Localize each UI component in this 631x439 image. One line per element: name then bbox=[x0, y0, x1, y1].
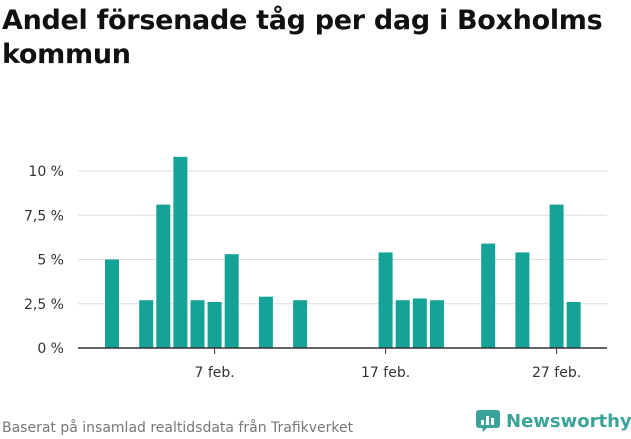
bar[interactable] bbox=[549, 204, 564, 348]
bar[interactable] bbox=[412, 298, 427, 348]
y-tick-label: 10 % bbox=[28, 164, 64, 180]
bar[interactable] bbox=[566, 301, 581, 348]
x-tick-label: 27 feb. bbox=[532, 365, 581, 381]
y-tick-label: 2,5 % bbox=[24, 297, 64, 313]
brand-logo[interactable]: Newsworthy bbox=[476, 410, 631, 432]
bar[interactable] bbox=[139, 300, 154, 348]
x-tick-label: 17 feb. bbox=[361, 365, 410, 381]
bar[interactable] bbox=[293, 300, 308, 348]
brand-name: Newsworthy bbox=[506, 410, 631, 432]
x-tick-label: 7 feb. bbox=[194, 365, 234, 381]
bar[interactable] bbox=[515, 252, 530, 348]
bar[interactable] bbox=[156, 204, 171, 348]
y-tick-label: 5 % bbox=[37, 253, 64, 269]
bar[interactable] bbox=[207, 301, 222, 348]
bar[interactable] bbox=[224, 254, 239, 348]
y-tick-label: 7,5 % bbox=[24, 208, 64, 224]
source-note: Baserat på insamlad realtidsdata från Tr… bbox=[2, 420, 354, 436]
bar[interactable] bbox=[173, 156, 188, 348]
newsworthy-logo-icon bbox=[476, 410, 500, 432]
chart-title: Andel försenade tåg per dag i Boxholms k… bbox=[2, 5, 603, 70]
bar[interactable] bbox=[395, 300, 410, 348]
y-tick-label: 0 % bbox=[37, 341, 64, 357]
bar[interactable] bbox=[105, 259, 119, 349]
bar[interactable] bbox=[429, 300, 444, 348]
bar[interactable] bbox=[378, 252, 393, 348]
bar[interactable] bbox=[258, 296, 273, 348]
bar[interactable] bbox=[190, 300, 205, 348]
bar[interactable] bbox=[481, 243, 496, 348]
